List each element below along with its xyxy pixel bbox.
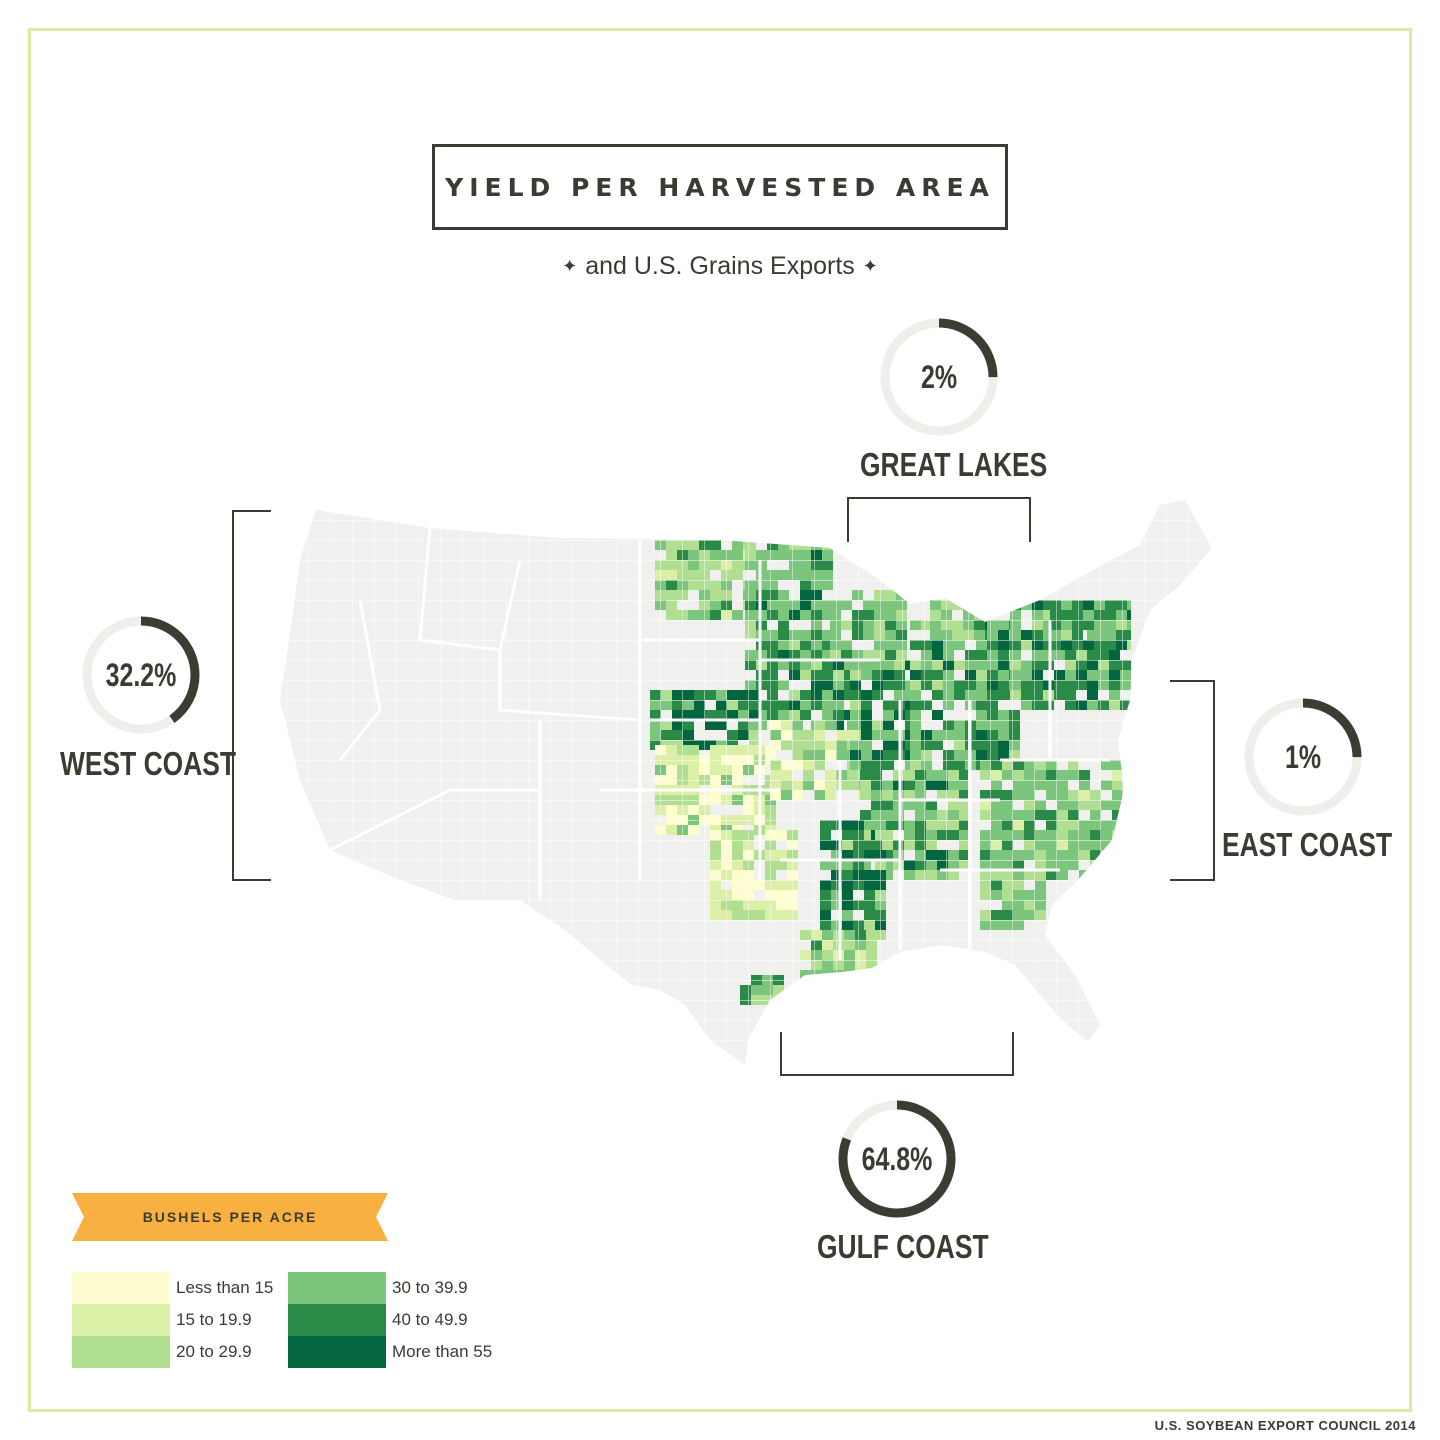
star-icon: ✦: [862, 256, 878, 276]
page-frame: [28, 28, 1412, 1412]
west-bracket: [232, 510, 271, 881]
county-cell: [866, 970, 877, 980]
east-coast-percent: 1%: [1284, 738, 1322, 775]
county-cell: [855, 970, 866, 980]
legend-swatch: [288, 1336, 386, 1368]
county-cell: [1112, 860, 1123, 870]
legend-item: Less than 15: [72, 1272, 273, 1304]
legend-swatch: [72, 1304, 170, 1336]
gulf-coast-percent: 64.8%: [861, 1140, 933, 1177]
county-cell: [974, 600, 985, 610]
legend-label: More than 55: [392, 1342, 493, 1361]
legend-item: 30 to 39.9: [288, 1272, 468, 1304]
state-borders: [329, 527, 1110, 960]
west-coast-ring: 32.2%: [80, 614, 202, 736]
credit-text: U.S. SOYBEAN EXPORT COUNCIL 2014: [1154, 1418, 1416, 1433]
legend-item: 40 to 49.9: [288, 1304, 468, 1336]
county-cell: [1112, 870, 1123, 880]
great-lakes-percent: 2%: [920, 358, 958, 395]
east-coast-ring: 1%: [1242, 696, 1364, 818]
ring-arc: [880, 318, 998, 436]
county-cell: [1101, 850, 1112, 860]
great-lakes-ring: 2%: [878, 316, 1000, 438]
banner-shape: [72, 1193, 388, 1241]
east-coast-label: EAST COAST: [1222, 826, 1393, 863]
legend-swatch: [288, 1304, 386, 1336]
legend-banner: BUSHELS PER ACRE: [72, 1193, 388, 1241]
legend-label: 15 to 19.9: [176, 1310, 252, 1329]
gulf-coast-ring: 64.8%: [836, 1098, 958, 1220]
brackets: [232, 497, 1215, 1076]
legend-label: Less than 15: [176, 1278, 274, 1297]
legend-swatch: [72, 1336, 170, 1368]
east-bracket: [1170, 680, 1215, 881]
legend-label: 40 to 49.9: [392, 1310, 468, 1329]
county-cell: [1101, 860, 1112, 870]
page-title: YIELD PER HARVESTED AREA: [445, 172, 995, 202]
west-coast-label: WEST COAST: [60, 745, 236, 782]
great-lakes-bracket: [847, 497, 1031, 542]
legend-label: 20 to 29.9: [176, 1342, 252, 1361]
county-cell: [1090, 870, 1101, 880]
yield-layer: [280, 500, 1212, 1065]
legend-item: More than 55: [288, 1336, 492, 1368]
gulf-coast-label: GULF COAST: [817, 1228, 989, 1265]
ring-arc: [82, 616, 200, 734]
legend-item: 15 to 19.9: [72, 1304, 252, 1336]
county-cell: [1101, 870, 1112, 880]
legend-label: 30 to 39.9: [392, 1278, 468, 1297]
west-coast-percent: 32.2%: [105, 656, 177, 693]
title-box: YIELD PER HARVESTED AREA: [432, 144, 1008, 230]
county-cell: [1112, 850, 1123, 860]
subtitle-text: and U.S. Grains Exports: [585, 252, 855, 280]
county-cell: [963, 600, 974, 610]
county-cell: [1112, 840, 1123, 850]
ring-arc: [1244, 698, 1362, 816]
ring-arc: [838, 1100, 956, 1218]
great-lakes-label: GREAT LAKES: [860, 446, 1048, 483]
star-icon: ✦: [562, 256, 578, 276]
legend-swatch: [72, 1272, 170, 1304]
legend-item: 20 to 29.9: [72, 1336, 252, 1368]
gulf-bracket: [780, 1032, 1014, 1076]
legend-title: BUSHELS PER ACRE: [142, 1209, 318, 1225]
legend-swatch: [288, 1272, 386, 1304]
subtitle: ✦ and U.S. Grains Exports ✦: [0, 252, 1440, 281]
